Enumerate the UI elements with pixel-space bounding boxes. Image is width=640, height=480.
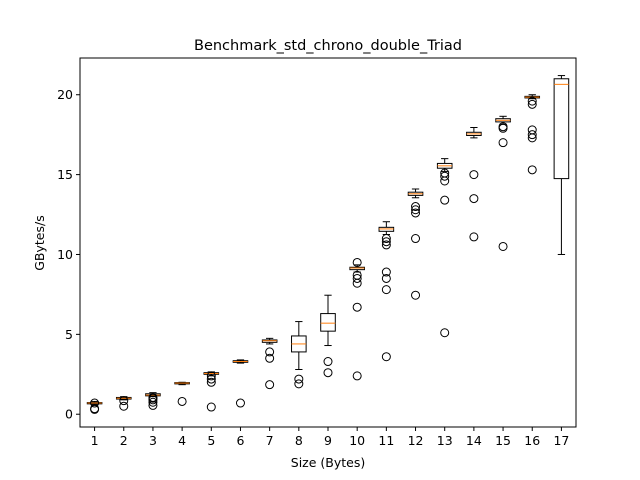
x-tick-label: 9 [324, 433, 332, 448]
x-tick-label: 5 [207, 433, 215, 448]
outlier-point [352, 273, 362, 283]
outlier-point [119, 401, 129, 411]
x-tick-label: 3 [149, 433, 157, 448]
outlier-point [440, 195, 450, 205]
outlier-point [90, 398, 100, 408]
outlier-point [206, 371, 216, 381]
outlier-point [381, 240, 391, 250]
x-tick-label: 14 [466, 433, 482, 448]
y-tick-label: 20 [57, 87, 73, 102]
outlier-point [352, 257, 362, 267]
outlier-point [177, 396, 187, 406]
outlier-point [440, 171, 450, 181]
box-iqr [553, 78, 570, 180]
x-axis-label: Size (Bytes) [291, 455, 365, 470]
x-tick-label: 16 [524, 433, 540, 448]
x-tick-label: 11 [378, 433, 394, 448]
outlier-point [119, 396, 129, 406]
outlier-point [206, 374, 216, 384]
outlier-point [381, 237, 391, 247]
outlier-point [498, 138, 508, 148]
y-tick-label: 5 [65, 327, 73, 342]
outlier-point [381, 234, 391, 244]
outlier-point [469, 194, 479, 204]
outlier-point [265, 380, 275, 390]
y-tick-label: 15 [57, 167, 73, 182]
outlier-point [498, 122, 508, 132]
x-tick-label: 4 [178, 433, 186, 448]
outlier-point [411, 290, 421, 300]
outlier-point [440, 328, 450, 338]
x-tick-label: 13 [437, 433, 453, 448]
outlier-point [411, 208, 421, 218]
outlier-point [381, 285, 391, 295]
outlier-point [411, 202, 421, 212]
outlier-point [148, 397, 158, 407]
outlier-point [265, 353, 275, 363]
outlier-point [411, 234, 421, 244]
outlier-point [527, 125, 537, 135]
x-tick-label: 15 [495, 433, 511, 448]
outlier-point [381, 352, 391, 362]
x-tick-label: 2 [120, 433, 128, 448]
outlier-point [527, 165, 537, 175]
outlier-point [323, 368, 333, 378]
outlier-point [352, 371, 362, 381]
outlier-point [440, 168, 450, 178]
outlier-point [411, 205, 421, 215]
axes-frame [79, 57, 577, 428]
outlier-point [527, 96, 537, 106]
outlier-point [265, 347, 275, 357]
outlier-point [206, 402, 216, 412]
x-tick-label: 10 [349, 433, 365, 448]
x-tick-label: 6 [236, 433, 244, 448]
outlier-point [498, 241, 508, 251]
y-axis-label: GBytes/s [32, 215, 47, 271]
y-tick-label: 10 [57, 247, 73, 262]
x-tick-label: 8 [295, 433, 303, 448]
outlier-point [469, 170, 479, 180]
outlier-point [90, 404, 100, 414]
y-tick-label: 0 [65, 407, 73, 422]
outlier-point [352, 270, 362, 280]
outlier-point [235, 398, 245, 408]
outlier-point [381, 273, 391, 283]
outlier-point [294, 374, 304, 384]
outlier-point [352, 302, 362, 312]
outlier-point [323, 357, 333, 367]
outlier-point [527, 99, 537, 109]
x-tick-label: 7 [266, 433, 274, 448]
outlier-point [381, 267, 391, 277]
x-tick-label: 12 [408, 433, 424, 448]
outlier-point [527, 130, 537, 140]
outlier-point [294, 379, 304, 389]
outlier-point [206, 377, 216, 387]
chart-title: Benchmark_std_chrono_double_Triad [194, 38, 462, 54]
box-iqr [320, 313, 336, 332]
x-tick-label: 1 [91, 433, 99, 448]
outlier-point [469, 232, 479, 242]
x-tick-label: 17 [553, 433, 569, 448]
outlier-point [148, 392, 158, 402]
